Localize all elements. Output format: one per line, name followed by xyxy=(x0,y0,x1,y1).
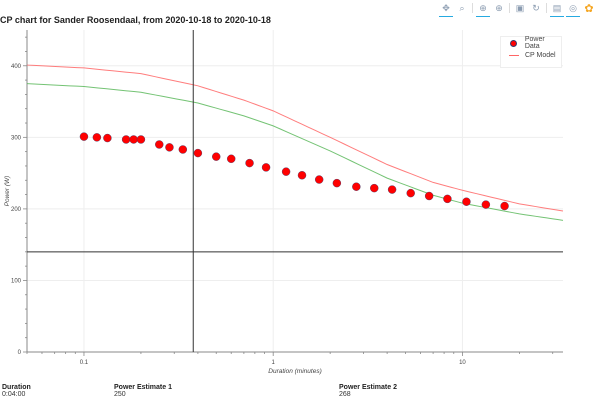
crosshair-icon: ◎ xyxy=(569,2,577,13)
box-zoom-tool[interactable]: ⌕ xyxy=(455,1,469,15)
power-data-point[interactable] xyxy=(165,143,174,152)
x-tick-label: 10 xyxy=(459,360,466,366)
power-data-point[interactable] xyxy=(178,145,188,154)
duration-value: 0:04:00 xyxy=(2,391,26,398)
power-data-point[interactable] xyxy=(92,133,102,142)
y-tick-label: 100 xyxy=(11,278,22,284)
power-data-point[interactable] xyxy=(103,133,112,143)
toolbar-separator xyxy=(546,3,547,13)
chart-title: CP chart for Sander Roosendaal, from 202… xyxy=(0,15,271,25)
power-data-point[interactable] xyxy=(129,135,138,144)
power-estimate-1-value: 250 xyxy=(114,391,126,398)
legend-label: CP Model xyxy=(525,51,556,59)
circle-marker-icon xyxy=(510,39,518,47)
power-estimate-2-readout: Power Estimate 2 268 xyxy=(339,384,397,398)
legend-item-cp-model[interactable]: CP Model xyxy=(501,49,561,61)
duration-readout: Duration 0:04:00 xyxy=(2,384,31,398)
power-data-point[interactable] xyxy=(500,201,509,211)
bokeh-logo: ✿ xyxy=(582,1,596,15)
toolbar-separator xyxy=(509,3,510,13)
line-marker-icon xyxy=(509,54,519,56)
save-icon: ▣ xyxy=(515,2,525,13)
power-data-point[interactable] xyxy=(352,182,361,191)
x-tick-label: 0.1 xyxy=(80,360,89,366)
save-tool[interactable]: ▣ xyxy=(513,1,527,15)
power-data-point[interactable] xyxy=(261,163,271,172)
cp-model-line xyxy=(26,64,564,212)
power-data-point[interactable] xyxy=(121,135,131,144)
power-data-point[interactable] xyxy=(370,183,379,193)
legend-item-power-data[interactable]: Power Data xyxy=(501,36,561,50)
cp-model-fit2-line xyxy=(26,83,564,221)
power-data-point[interactable] xyxy=(314,175,324,184)
power-data-point[interactable] xyxy=(212,152,221,161)
pan-tool[interactable]: ✥ xyxy=(439,1,453,17)
power-data-point[interactable] xyxy=(406,188,415,198)
power-data-point[interactable] xyxy=(79,132,89,141)
power-data-point[interactable] xyxy=(155,140,164,149)
power-data-point[interactable] xyxy=(462,197,471,206)
zoom-in-icon: ⊕ xyxy=(495,2,503,13)
power-data-point[interactable] xyxy=(297,171,307,180)
power-data-point[interactable] xyxy=(424,191,434,201)
power-data-point[interactable] xyxy=(481,200,491,209)
wheel-zoom-tool[interactable]: ⊕ xyxy=(476,1,490,17)
y-tick-label: 300 xyxy=(11,135,22,141)
hover-tool[interactable]: ▤ xyxy=(550,1,564,17)
y-tick-label: 200 xyxy=(11,207,22,213)
pan-icon: ✥ xyxy=(442,2,450,13)
bokeh-logo-icon: ✿ xyxy=(584,2,594,15)
power-estimate-2-value: 268 xyxy=(339,391,351,398)
power-estimate-1-label: Power Estimate 1 xyxy=(114,384,172,391)
power-data-point[interactable] xyxy=(227,154,236,164)
reset-icon: ↻ xyxy=(532,2,540,13)
y-axis-label: Power (W) xyxy=(4,176,11,207)
chart-legend[interactable]: Power Data CP Model xyxy=(500,36,562,68)
power-data-point[interactable] xyxy=(136,135,146,144)
y-tick-label: 0 xyxy=(18,350,22,356)
box-zoom-icon: ⌕ xyxy=(459,2,465,13)
x-tick-label: 1 xyxy=(272,360,276,366)
power-estimate-2-label: Power Estimate 2 xyxy=(339,384,397,391)
zoom-in-tool[interactable]: ⊕ xyxy=(492,1,506,15)
hover-icon: ▤ xyxy=(552,2,562,13)
reset-tool[interactable]: ↻ xyxy=(529,1,543,15)
x-axis-label: Duration (minutes) xyxy=(268,368,321,375)
power-estimate-1-readout: Power Estimate 1 250 xyxy=(114,384,172,398)
y-tick-label: 400 xyxy=(11,64,22,70)
chart-toolbar: ✥ ⌕ ⊕ ⊕ ▣ ↻ ▤ ◎ ✿ xyxy=(439,0,600,17)
power-data-point[interactable] xyxy=(387,185,397,194)
power-data-point[interactable] xyxy=(443,194,452,204)
toolbar-separator xyxy=(472,3,473,13)
wheel-zoom-icon: ⊕ xyxy=(479,2,487,13)
power-data-point[interactable] xyxy=(281,167,291,176)
chart-plot-area[interactable]: 0 100 200 300 400 0.1 1 10 Duration (minutes) Pow… xyxy=(0,0,600,380)
duration-label: Duration xyxy=(2,384,31,391)
power-data-point[interactable] xyxy=(193,148,203,158)
crosshair-tool[interactable]: ◎ xyxy=(566,1,580,17)
power-data-point[interactable] xyxy=(332,178,342,188)
power-data-point[interactable] xyxy=(245,158,254,168)
legend-label: Power Data xyxy=(524,36,545,50)
